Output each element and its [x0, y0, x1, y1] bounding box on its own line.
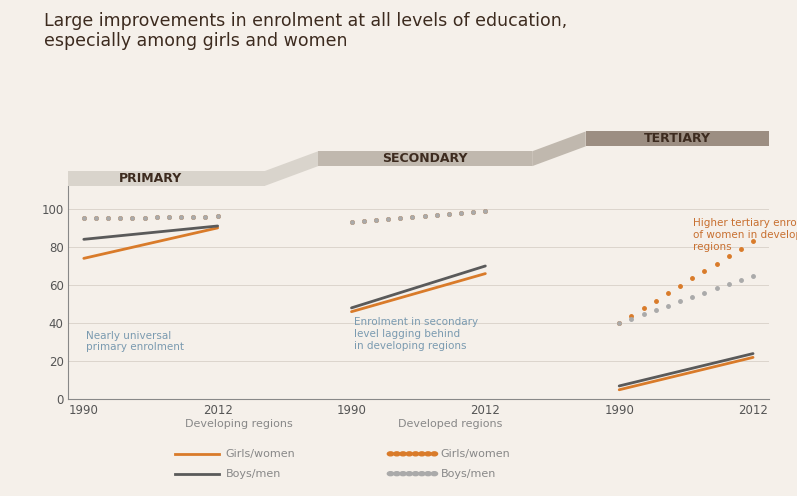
Text: especially among girls and women: especially among girls and women [44, 32, 347, 50]
Text: Large improvements in enrolment at all levels of education,: Large improvements in enrolment at all l… [44, 12, 567, 30]
Text: Boys/men: Boys/men [441, 469, 496, 479]
Text: Boys/men: Boys/men [226, 469, 281, 479]
Text: TERTIARY: TERTIARY [644, 132, 711, 145]
Text: Nearly universal
primary enrolment: Nearly universal primary enrolment [87, 331, 184, 352]
Text: Girls/women: Girls/women [441, 449, 511, 459]
Text: PRIMARY: PRIMARY [119, 172, 182, 185]
Text: Developed regions: Developed regions [398, 419, 502, 429]
Text: Developing regions: Developing regions [185, 419, 293, 429]
Text: Enrolment in secondary
level lagging behind
in developing regions: Enrolment in secondary level lagging beh… [354, 317, 478, 351]
Text: SECONDARY: SECONDARY [383, 152, 468, 165]
Text: Higher tertiary enrolment
of women in developed
regions: Higher tertiary enrolment of women in de… [693, 218, 797, 251]
Text: Girls/women: Girls/women [226, 449, 296, 459]
